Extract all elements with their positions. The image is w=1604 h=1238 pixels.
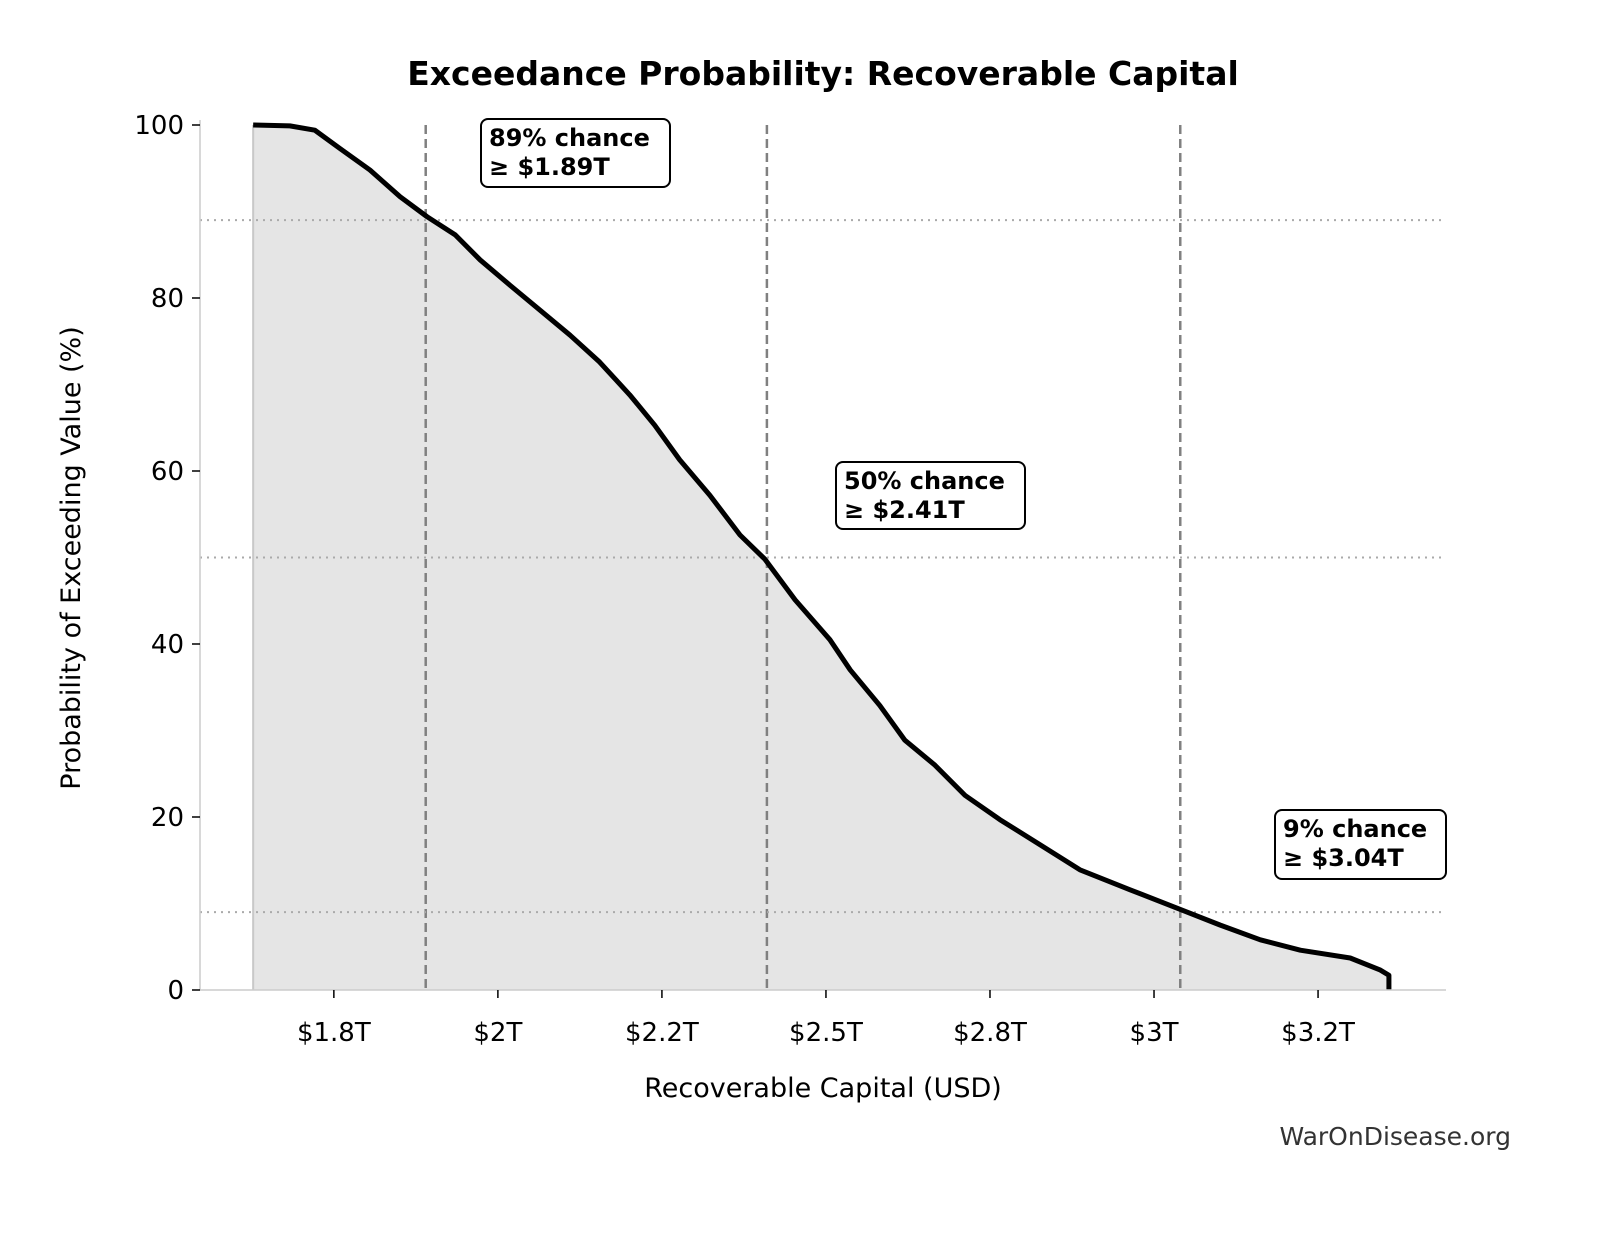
- x-tick-label: $1.8T: [297, 1018, 371, 1048]
- x-tick-label: $2.2T: [625, 1018, 699, 1048]
- x-tick-label: $2.5T: [789, 1018, 863, 1048]
- y-tick-label: 100: [134, 111, 184, 141]
- y-tick-label: 60: [151, 457, 184, 487]
- annotation-line2: ≥ $2.41T: [844, 496, 965, 524]
- annotation-frame: [835, 461, 1026, 530]
- annotation-box-1: 50% chance≥ $2.41T: [835, 461, 1026, 530]
- annotation-frame: [1274, 809, 1447, 880]
- annotation-line1: 50% chance: [844, 467, 1005, 495]
- annotation-frame: [480, 118, 671, 188]
- x-axis-label: Recoverable Capital (USD): [644, 1073, 1002, 1104]
- annotation-line1: 89% chance: [489, 124, 650, 152]
- annotation-line1: 9% chance: [1283, 815, 1427, 843]
- x-tick-label: $3T: [1130, 1018, 1179, 1048]
- y-tick-label: 20: [151, 803, 184, 833]
- annotation-box-0: 89% chance≥ $1.89T: [480, 118, 671, 188]
- area-fill: [253, 125, 1389, 990]
- y-axis-label: Probability of Exceeding Value (%): [56, 326, 87, 789]
- y-tick-label: 80: [151, 284, 184, 314]
- y-tick-label: 0: [167, 976, 184, 1006]
- y-tick-label: 40: [151, 630, 184, 660]
- watermark: WarOnDisease.org: [1279, 1122, 1511, 1151]
- chart-title: Exceedance Probability: Recoverable Capi…: [407, 54, 1239, 93]
- x-tick-label: $2T: [473, 1018, 522, 1048]
- x-tick-label: $3.2T: [1281, 1018, 1355, 1048]
- annotation-line2: ≥ $3.04T: [1283, 844, 1404, 872]
- exceedance-curve: [253, 122, 1392, 990]
- x-tick-label: $2.8T: [953, 1018, 1027, 1048]
- annotation-box-2: 9% chance≥ $3.04T: [1274, 809, 1447, 880]
- annotation-line2: ≥ $1.89T: [489, 153, 610, 181]
